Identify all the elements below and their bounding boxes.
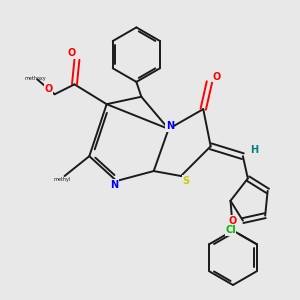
Text: O: O (44, 84, 52, 94)
Text: N: N (110, 180, 118, 190)
Text: O: O (229, 216, 237, 226)
Text: methyl: methyl (53, 177, 71, 182)
Text: H: H (250, 145, 258, 155)
Text: Cl: Cl (225, 226, 236, 236)
Text: O: O (68, 48, 76, 59)
Text: S: S (182, 176, 190, 186)
Text: O: O (213, 72, 221, 82)
Text: methoxy: methoxy (24, 76, 46, 81)
Text: N: N (166, 122, 174, 131)
